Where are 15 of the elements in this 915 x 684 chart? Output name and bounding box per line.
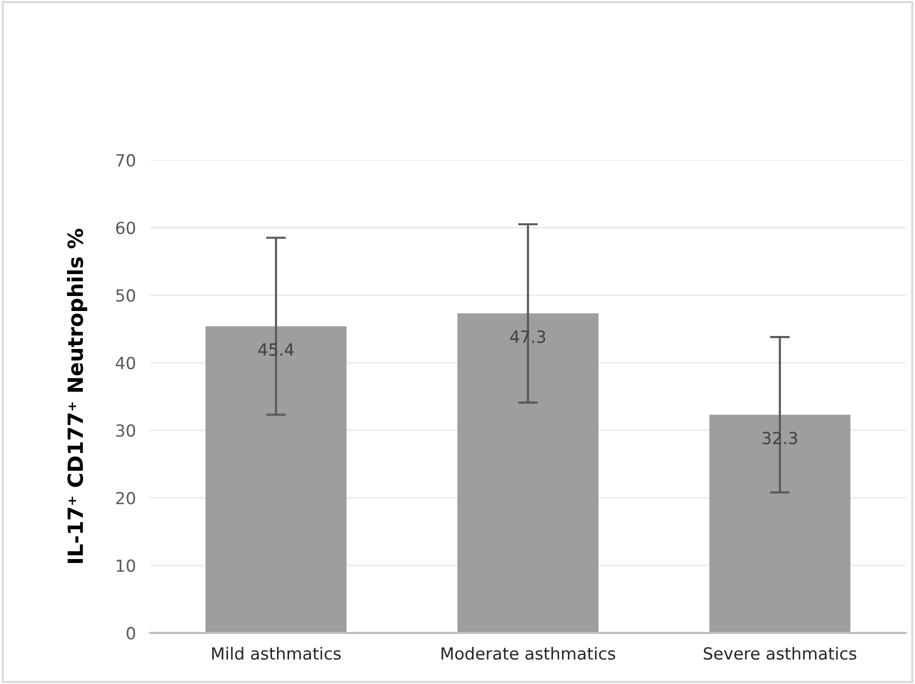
y-tick-label: 50: [116, 289, 136, 302]
y-tick-label: 0: [126, 626, 136, 640]
bar: [205, 326, 347, 633]
bar: [457, 313, 598, 633]
x-tick-label: Severe asthmatics: [704, 646, 856, 660]
x-tick-label: Mild asthmatics: [212, 646, 341, 660]
y-tick-label: 30: [116, 424, 136, 437]
y-axis-title: IL-17⁺ CD177⁺ Neutrophils %: [67, 228, 88, 563]
bar: [709, 414, 850, 633]
y-tick-label: 20: [116, 492, 136, 504]
y-tick-label: 10: [116, 559, 136, 572]
y-tick-label: 70: [116, 154, 136, 167]
y-tick-label: 40: [116, 356, 136, 370]
y-tick-label: 60: [116, 222, 136, 234]
x-tick-label: Moderate asthmatics: [442, 646, 616, 660]
